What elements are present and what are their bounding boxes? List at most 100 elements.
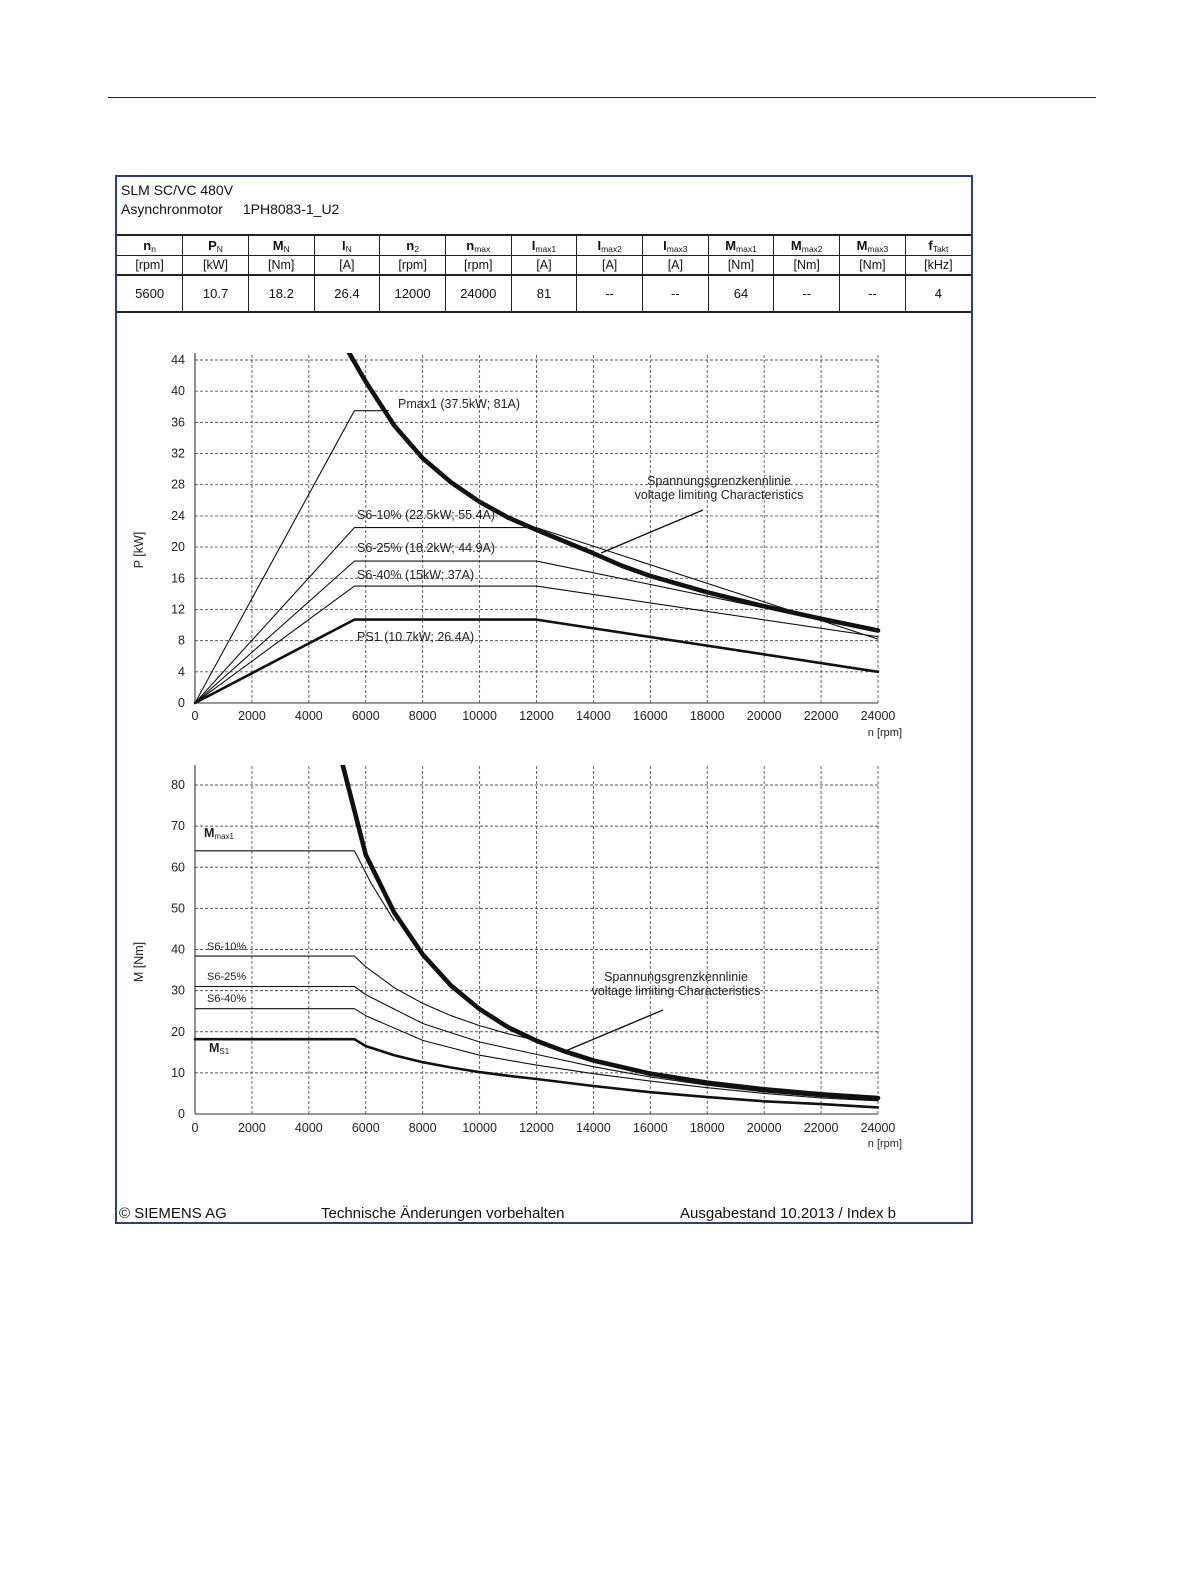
spec-value: 10.7 <box>182 274 249 313</box>
spec-symbol: I <box>531 237 536 253</box>
y-tick-label: 8 <box>178 634 185 648</box>
y-tick-label: 40 <box>171 943 185 957</box>
series-line <box>340 765 881 1101</box>
series-label: S6-40% <box>207 993 246 1005</box>
spec-unit: [Nm] <box>707 255 774 275</box>
series-line <box>193 618 880 705</box>
spec-unit: [Nm] <box>247 255 315 275</box>
voltage-limit-label-de: Spannungsgrenzkennlinie <box>604 970 748 984</box>
spec-symbol-cell: PN <box>182 234 249 256</box>
spec-symbol-cell: n2 <box>379 234 446 256</box>
x-tick-label: 2000 <box>238 1121 266 1135</box>
spec-symbol-cell: Imax3 <box>642 234 709 256</box>
spec-unit: [A] <box>642 255 709 275</box>
y-tick-label: 70 <box>171 819 185 833</box>
spec-symbol: M <box>272 237 284 253</box>
spec-value: 18.2 <box>247 274 315 313</box>
spec-value: 26.4 <box>313 274 380 313</box>
spec-symbol-subscript: n <box>151 243 156 254</box>
series-line <box>194 410 390 704</box>
x-tick-label: 14000 <box>576 1121 611 1135</box>
series-line <box>194 527 879 704</box>
x-tick-label: 16000 <box>633 1121 668 1135</box>
x-tick-label: 24000 <box>861 1121 896 1135</box>
spec-symbol-cell: fTakt <box>904 234 971 256</box>
spec-symbol-cell: Imax1 <box>510 234 577 256</box>
spec-symbol-subscript: N <box>283 243 290 254</box>
voltage-limit-label-en: voltage limiting Characteristics <box>592 984 761 998</box>
spec-symbol-cell: Imax2 <box>576 234 643 256</box>
voltage-limit-leader <box>600 509 704 554</box>
y-tick-label: 30 <box>171 984 185 998</box>
x-tick-label: 0 <box>192 1121 199 1135</box>
datasheet-frame: SLM SC/VC 480V Asynchronmotor 1PH8083-1_… <box>115 175 973 1224</box>
spec-table: nn PN MN IN n2 nmax Imax1 Imax2 Imax3 Mmax1 Mmax2 M… <box>117 234 971 313</box>
spec-symbol-subscript: Takt <box>932 243 949 254</box>
series-line <box>194 560 879 704</box>
y-tick-label: 0 <box>178 696 185 710</box>
spec-symbol: I <box>597 237 602 253</box>
y-tick-label: 80 <box>171 778 185 792</box>
series-line <box>193 1037 880 1109</box>
spec-symbol-row: nn PN MN IN n2 nmax Imax1 Imax2 Imax3 Mmax1 Mmax2 M… <box>117 234 971 256</box>
x-tick-label: 18000 <box>690 1121 725 1135</box>
y-tick-label: 44 <box>171 353 185 367</box>
spec-unit: [rpm] <box>379 255 446 275</box>
spec-value: -- <box>773 274 840 313</box>
spec-unit: [kW] <box>182 255 249 275</box>
series-label: MS1 <box>209 1041 230 1056</box>
x-tick-label: 14000 <box>576 709 611 723</box>
x-tick-label: 4000 <box>295 709 323 723</box>
spec-value: -- <box>839 274 906 313</box>
y-tick-label: 60 <box>171 860 185 874</box>
spec-symbol: n <box>466 237 475 253</box>
header-line2: Asynchronmotor 1PH8083-1_U2 <box>121 200 339 219</box>
footer-notice: Technische Änderungen vorbehalten <box>321 1205 565 1222</box>
series-line <box>194 850 395 922</box>
spec-symbol-subscript: N <box>345 243 352 254</box>
x-axis-label: n [rpm] <box>868 1138 902 1150</box>
x-axis-label: n [rpm] <box>868 727 902 739</box>
y-tick-label: 20 <box>171 540 185 554</box>
series-line <box>194 1008 879 1102</box>
x-tick-label: 2000 <box>238 709 266 723</box>
spec-symbol: I <box>663 237 667 253</box>
spec-symbol: M <box>856 237 868 253</box>
x-tick-label: 18000 <box>690 709 725 723</box>
voltage-limit-label-de: Spannungsgrenzkennlinie <box>647 474 791 488</box>
spec-symbol-subscript: max1 <box>535 243 557 254</box>
spec-symbol-cell: Mmax2 <box>773 234 840 256</box>
spec-unit: [A] <box>576 255 643 275</box>
x-tick-label: 12000 <box>519 1121 554 1135</box>
spec-unit: [kHz] <box>904 255 971 275</box>
spec-symbol: M <box>790 237 802 253</box>
spec-value: 5600 <box>117 274 183 313</box>
spec-symbol-cell: MN <box>247 234 315 256</box>
spec-symbol-subscript: 2 <box>414 243 419 254</box>
spec-value: 4 <box>904 274 971 313</box>
y-tick-label: 10 <box>171 1066 185 1080</box>
series-label: Mmax1 <box>204 826 235 841</box>
spec-symbol: n <box>406 237 415 253</box>
y-axis-label: P [kW] <box>132 532 146 569</box>
x-tick-label: 8000 <box>409 709 437 723</box>
spec-symbol-subscript: max2 <box>601 243 622 254</box>
footer-edition: Ausgabestand 10.2013 / Index b <box>680 1205 897 1222</box>
spec-unit: [rpm] <box>444 255 512 275</box>
y-axis-label: M [Nm] <box>132 942 146 982</box>
x-tick-label: 24000 <box>861 709 896 723</box>
x-tick-label: 8000 <box>409 1121 437 1135</box>
series-label: S6-25% (18.2kW; 44.9A) <box>357 541 495 555</box>
spec-unit: [A] <box>510 255 577 275</box>
spec-symbol: f <box>928 237 933 253</box>
page-top-rule <box>108 97 1096 98</box>
voltage-limit-leader <box>562 1009 664 1053</box>
spec-symbol-subscript: max2 <box>801 243 823 254</box>
spec-unit: [Nm] <box>773 255 840 275</box>
spec-unit: [A] <box>313 255 380 275</box>
y-tick-label: 0 <box>178 1107 185 1121</box>
spec-value: 24000 <box>444 274 512 313</box>
x-tick-label: 6000 <box>352 709 380 723</box>
series-label: S6-25% <box>207 971 246 983</box>
